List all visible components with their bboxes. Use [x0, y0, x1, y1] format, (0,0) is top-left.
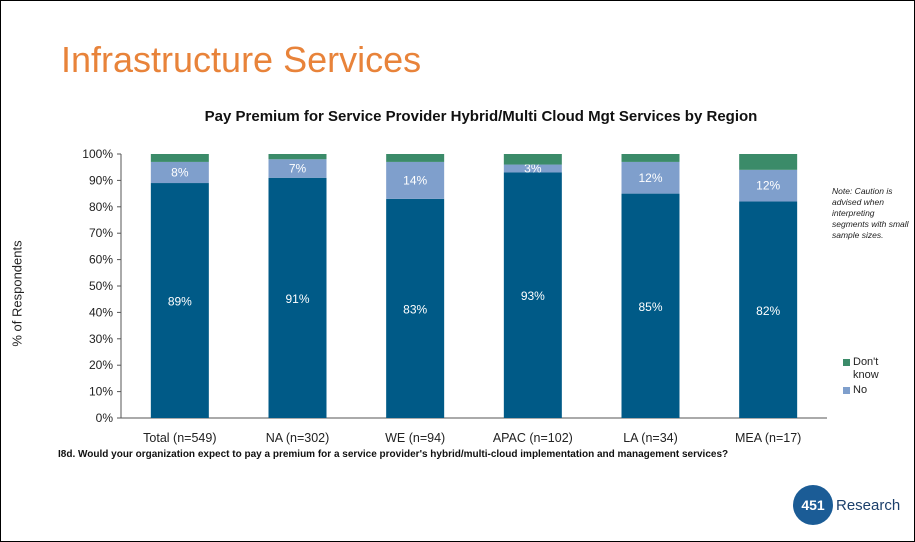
legend-label-no: No [853, 384, 868, 396]
bar-segment-no [268, 159, 327, 178]
bar-segment-yes [386, 198, 445, 418]
bar-segment-yes [268, 177, 327, 418]
data-label: 89% [168, 295, 192, 309]
y-tick-label: 60% [89, 253, 113, 267]
y-tick-label: 100% [82, 147, 113, 161]
bar-segment-don-t-know [386, 154, 445, 162]
bar-segment-no [621, 161, 680, 194]
legend-label-dont-know: Don't know [853, 356, 879, 381]
chart-title: Pay Premium for Service Provider Hybrid/… [204, 108, 758, 125]
y-tick-label: 40% [89, 305, 113, 319]
y-tick-label: 90% [89, 173, 113, 187]
x-tick-label: NA (n=302) [266, 431, 330, 445]
bar-segment-yes [621, 193, 680, 418]
x-tick-label: Total (n=549) [143, 431, 216, 445]
bar-segment-yes [503, 172, 562, 418]
data-label: 8% [171, 165, 189, 179]
x-tick-label: MEA (n=17) [735, 431, 801, 445]
bar-segment-yes [150, 183, 209, 418]
logo-451-research: 451 Research [793, 485, 900, 525]
bar-segment-no [503, 164, 562, 173]
data-label: 93% [521, 289, 545, 303]
bar-segment-no [386, 161, 445, 199]
bar-segment-don-t-know [621, 154, 680, 162]
legend-item-dont-know: Don't know [843, 356, 903, 382]
x-tick-label: APAC (n=102) [493, 431, 573, 445]
bar-segment-don-t-know [150, 154, 209, 162]
bar-segment-yes [739, 201, 798, 418]
slide-title: Infrastructure Services [61, 39, 422, 80]
x-tick-label: LA (n=34) [623, 431, 678, 445]
legend-swatch-no [843, 387, 850, 394]
bar-segment-don-t-know [268, 154, 327, 160]
legend-item-no: No [843, 384, 903, 397]
logo-text: Research [836, 496, 901, 514]
caution-note: Note: Caution is advised when interpreti… [832, 186, 909, 240]
y-tick-label: 30% [89, 332, 113, 346]
legend: Don't know No [843, 356, 903, 399]
legend-swatch-dont-know [843, 359, 850, 366]
data-label: 83% [403, 302, 427, 316]
y-tick-label: 70% [89, 226, 113, 240]
bar-segment-no [150, 161, 209, 184]
data-label: 12% [756, 179, 780, 193]
x-tick-label: WE (n=94) [385, 431, 445, 445]
survey-question: I8d. Would your organization expect to p… [58, 449, 729, 460]
y-tick-label: 10% [89, 385, 113, 399]
data-label: 91% [285, 292, 309, 306]
y-tick-label: 50% [89, 279, 113, 293]
bar-segment-don-t-know [503, 154, 562, 165]
data-label: 7% [289, 162, 307, 176]
data-label: 82% [756, 304, 780, 318]
y-tick-label: 80% [89, 200, 113, 214]
data-label: 14% [403, 173, 427, 187]
bar-segment-don-t-know [739, 154, 798, 170]
y-tick-label: 20% [89, 358, 113, 372]
data-label: 85% [638, 300, 662, 314]
data-label: 12% [638, 171, 662, 185]
logo-mark: 451 [793, 485, 833, 525]
y-tick-label: 0% [96, 411, 114, 425]
bar-segment-no [739, 169, 798, 202]
data-label: 3% [524, 162, 542, 176]
